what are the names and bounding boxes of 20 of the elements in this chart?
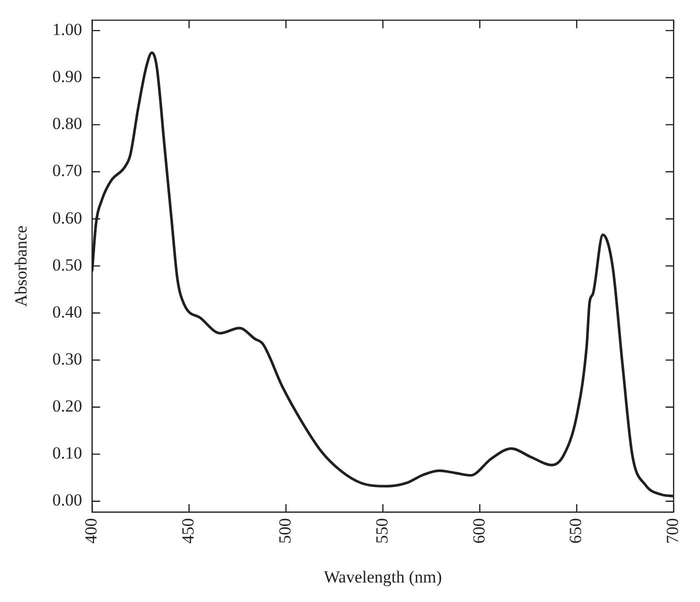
y-tick-label: 0.40: [52, 302, 82, 322]
y-tick-label: 0.10: [52, 444, 82, 463]
x-tick-label: 400: [82, 518, 101, 544]
y-tick-label: 0.20: [52, 396, 82, 416]
y-tick-label: 0.90: [52, 67, 82, 86]
x-tick-label: 700: [663, 518, 682, 544]
y-tick-label: 0.00: [52, 490, 82, 510]
y-tick-label: 0.80: [52, 114, 82, 134]
x-tick-label: 500: [275, 518, 294, 544]
y-tick-label: 0.70: [52, 161, 82, 180]
y-axis-title: Absorbance: [12, 226, 31, 307]
x-tick-label: 450: [178, 518, 198, 544]
x-axis-title: Wavelength (nm): [324, 567, 442, 586]
x-tick-label: 550: [372, 518, 392, 544]
y-tick-label: 1.00: [52, 20, 82, 40]
y-tick-label: 0.60: [52, 208, 82, 228]
x-tick-label: 650: [566, 518, 586, 544]
y-tick-label: 0.50: [52, 255, 82, 274]
y-tick-label: 0.30: [52, 350, 82, 369]
x-tick-label: 600: [469, 518, 488, 544]
